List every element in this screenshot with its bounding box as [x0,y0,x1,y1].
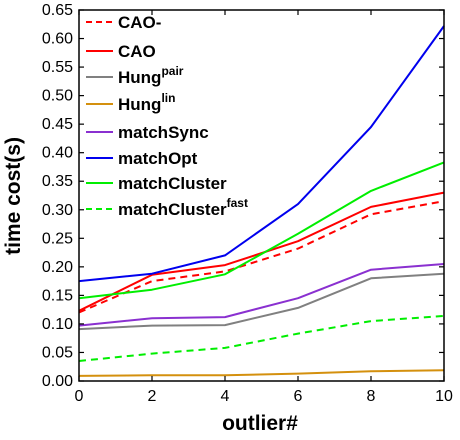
legend-label: CAO [118,42,156,61]
plot-background [79,10,444,381]
series-line [78,369,445,377]
y-tick-label: 0.10 [42,316,73,333]
x-tick-label: 8 [367,388,376,405]
x-axis-title: outlier# [222,412,298,435]
legend-label: CAO- [118,13,161,32]
x-tick-label: 4 [221,388,230,405]
series-line [78,263,445,327]
x-tick-label: 6 [294,388,303,405]
series-line [78,161,445,300]
y-axis: 0.00 0.05 0.10 0.15 0.20 0.25 0.30 0.35 0.40 0.45… [42,2,444,390]
series-line [78,200,445,314]
series-line [78,314,445,362]
y-tick-label: 0.50 [42,88,73,105]
y-tick-label: 0.15 [42,287,73,304]
y-tick-label: 0.00 [42,373,73,390]
legend-label: matchSync [118,123,209,142]
y-axis-title: time cost(s) [2,137,25,255]
y-tick-label: 0.05 [42,344,73,361]
y-tick-label: 0.45 [42,116,73,133]
series-layer [78,25,445,377]
y-tick-label: 0.20 [42,259,73,276]
y-tick-label: 0.25 [42,230,73,247]
x-tick-label: 0 [75,388,84,405]
y-tick-label: 0.60 [42,31,73,48]
y-tick-label: 0.30 [42,202,73,219]
x-tick-label: 2 [148,388,157,405]
legend-label: matchClusterfast [118,196,248,219]
x-axis: 0 2 4 6 8 10 [75,10,453,405]
legend-label: Hungpair [118,64,184,87]
legend-label: matchOpt [118,149,198,168]
legend-label: matchCluster [118,174,227,193]
legend-label: Hunglin [118,91,175,114]
y-tick-label: 0.65 [42,2,73,19]
series-line [78,272,445,331]
y-tick-label: 0.35 [42,173,73,190]
x-tick-label: 10 [435,388,453,405]
plot-frame [78,9,445,382]
y-tick-label: 0.55 [42,59,73,76]
y-tick-label: 0.40 [42,145,73,162]
series-line [78,25,445,283]
legend: CAO- CAO Hungpair Hunglin matchSync matchOpt m… [86,13,248,219]
